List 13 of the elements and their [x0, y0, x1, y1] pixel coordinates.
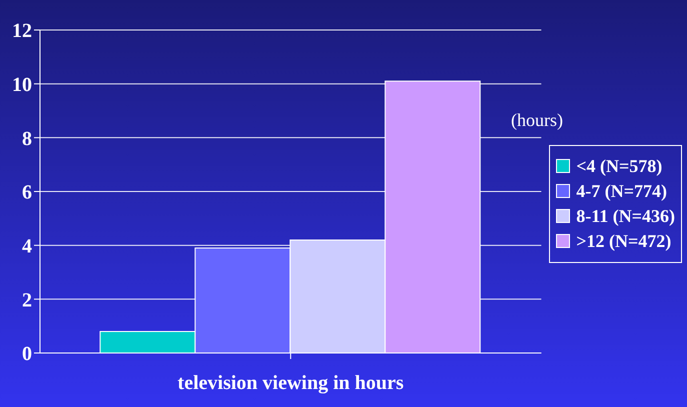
y-tick-label: 6: [22, 182, 32, 204]
y-tick-label: 2: [22, 289, 32, 312]
y-tick-label: 8: [22, 128, 32, 150]
y-tick-label: 4: [22, 235, 32, 258]
legend-label: 4-7 (N=774): [576, 180, 667, 202]
legend-label: 8-11 (N=436): [576, 206, 675, 226]
legend-label: >12 (N=472): [576, 230, 672, 252]
legend-label: <4 (N=578): [576, 156, 662, 176]
y-axis-title: (hours): [511, 110, 563, 131]
y-tick-label: 10: [12, 74, 32, 96]
y-tick-label: 0: [22, 343, 32, 366]
x-axis-title: television viewing in hours: [178, 372, 404, 394]
y-tick-label: 12: [12, 20, 32, 42]
